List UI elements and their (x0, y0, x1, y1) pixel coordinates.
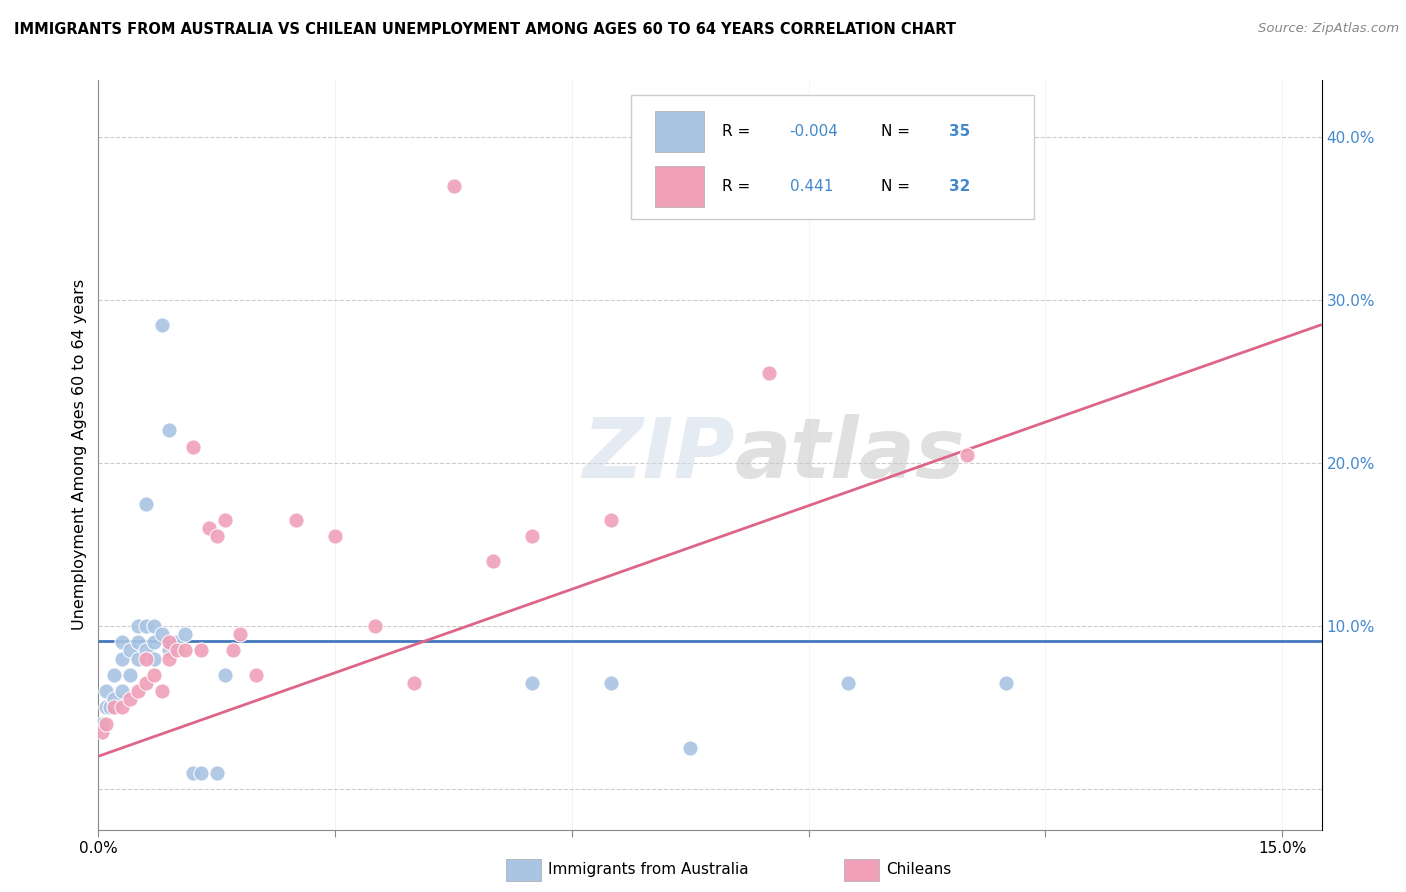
Point (214, 668, 236, 682)
Point (96, 716, 118, 731)
Point (91, 724, 114, 739)
Text: atlas: atlas (734, 415, 965, 495)
Text: 32: 32 (949, 178, 970, 194)
Point (284, 513, 307, 527)
Point (205, 529, 228, 543)
Text: Chileans: Chileans (886, 863, 950, 877)
Point (190, 643, 212, 657)
Point (111, 700, 134, 714)
Point (127, 619, 149, 633)
Point (127, 635, 149, 649)
Point (135, 676, 157, 690)
Point (522, 676, 544, 690)
Point (245, 668, 267, 682)
Point (127, 684, 149, 698)
Point (323, 529, 346, 543)
Point (174, 643, 197, 657)
Point (111, 684, 134, 698)
Point (118, 692, 141, 706)
Text: ZIP: ZIP (582, 415, 734, 495)
Point (118, 643, 141, 657)
Point (135, 643, 157, 657)
Point (955, 448, 977, 462)
Text: Immigrants from Australia: Immigrants from Australia (548, 863, 749, 877)
Point (166, 643, 188, 657)
Point (111, 635, 134, 649)
Point (96, 700, 118, 714)
Point (142, 651, 165, 665)
Point (142, 635, 165, 649)
Text: 0.441: 0.441 (790, 178, 832, 194)
Point (159, 635, 181, 649)
Text: IMMIGRANTS FROM AUSTRALIA VS CHILEAN UNEMPLOYMENT AMONG AGES 60 TO 64 YEARS CORR: IMMIGRANTS FROM AUSTRALIA VS CHILEAN UNE… (14, 22, 956, 37)
Point (404, 676, 426, 690)
Text: 35: 35 (949, 124, 970, 139)
Point (679, 741, 702, 756)
Point (181, 765, 204, 780)
Point (837, 676, 859, 690)
Point (91, 716, 114, 731)
Text: N =: N = (882, 178, 915, 194)
Point (214, 513, 236, 527)
Point (600, 676, 623, 690)
Point (103, 692, 125, 706)
Point (443, 179, 465, 194)
Point (482, 554, 505, 568)
Bar (655, 166, 704, 207)
Point (103, 700, 125, 714)
Point (135, 651, 157, 665)
Text: N =: N = (882, 124, 915, 139)
Point (135, 497, 157, 511)
Point (150, 318, 173, 332)
Point (127, 651, 149, 665)
Point (142, 619, 165, 633)
Text: R =: R = (723, 124, 755, 139)
Point (522, 529, 544, 543)
Point (96, 684, 118, 698)
Point (150, 627, 173, 641)
Point (98, 700, 121, 714)
Point (221, 643, 243, 657)
Text: Source: ZipAtlas.com: Source: ZipAtlas.com (1258, 22, 1399, 36)
Point (229, 627, 252, 641)
Point (600, 513, 623, 527)
Point (159, 643, 181, 657)
Point (166, 635, 188, 649)
Point (159, 424, 181, 438)
Text: -0.004: -0.004 (790, 124, 838, 139)
Point (363, 619, 385, 633)
Point (198, 521, 221, 535)
Point (142, 668, 165, 682)
Point (181, 440, 204, 454)
Point (190, 765, 212, 780)
Point (758, 367, 780, 381)
Point (118, 668, 141, 682)
Point (174, 627, 197, 641)
Bar (655, 111, 704, 153)
Point (159, 651, 181, 665)
Point (103, 668, 125, 682)
Point (135, 619, 157, 633)
Y-axis label: Unemployment Among Ages 60 to 64 years: Unemployment Among Ages 60 to 64 years (72, 279, 87, 631)
Point (111, 651, 134, 665)
FancyBboxPatch shape (630, 95, 1035, 219)
Point (994, 676, 1017, 690)
Text: R =: R = (723, 178, 755, 194)
Point (205, 765, 228, 780)
Point (150, 684, 173, 698)
